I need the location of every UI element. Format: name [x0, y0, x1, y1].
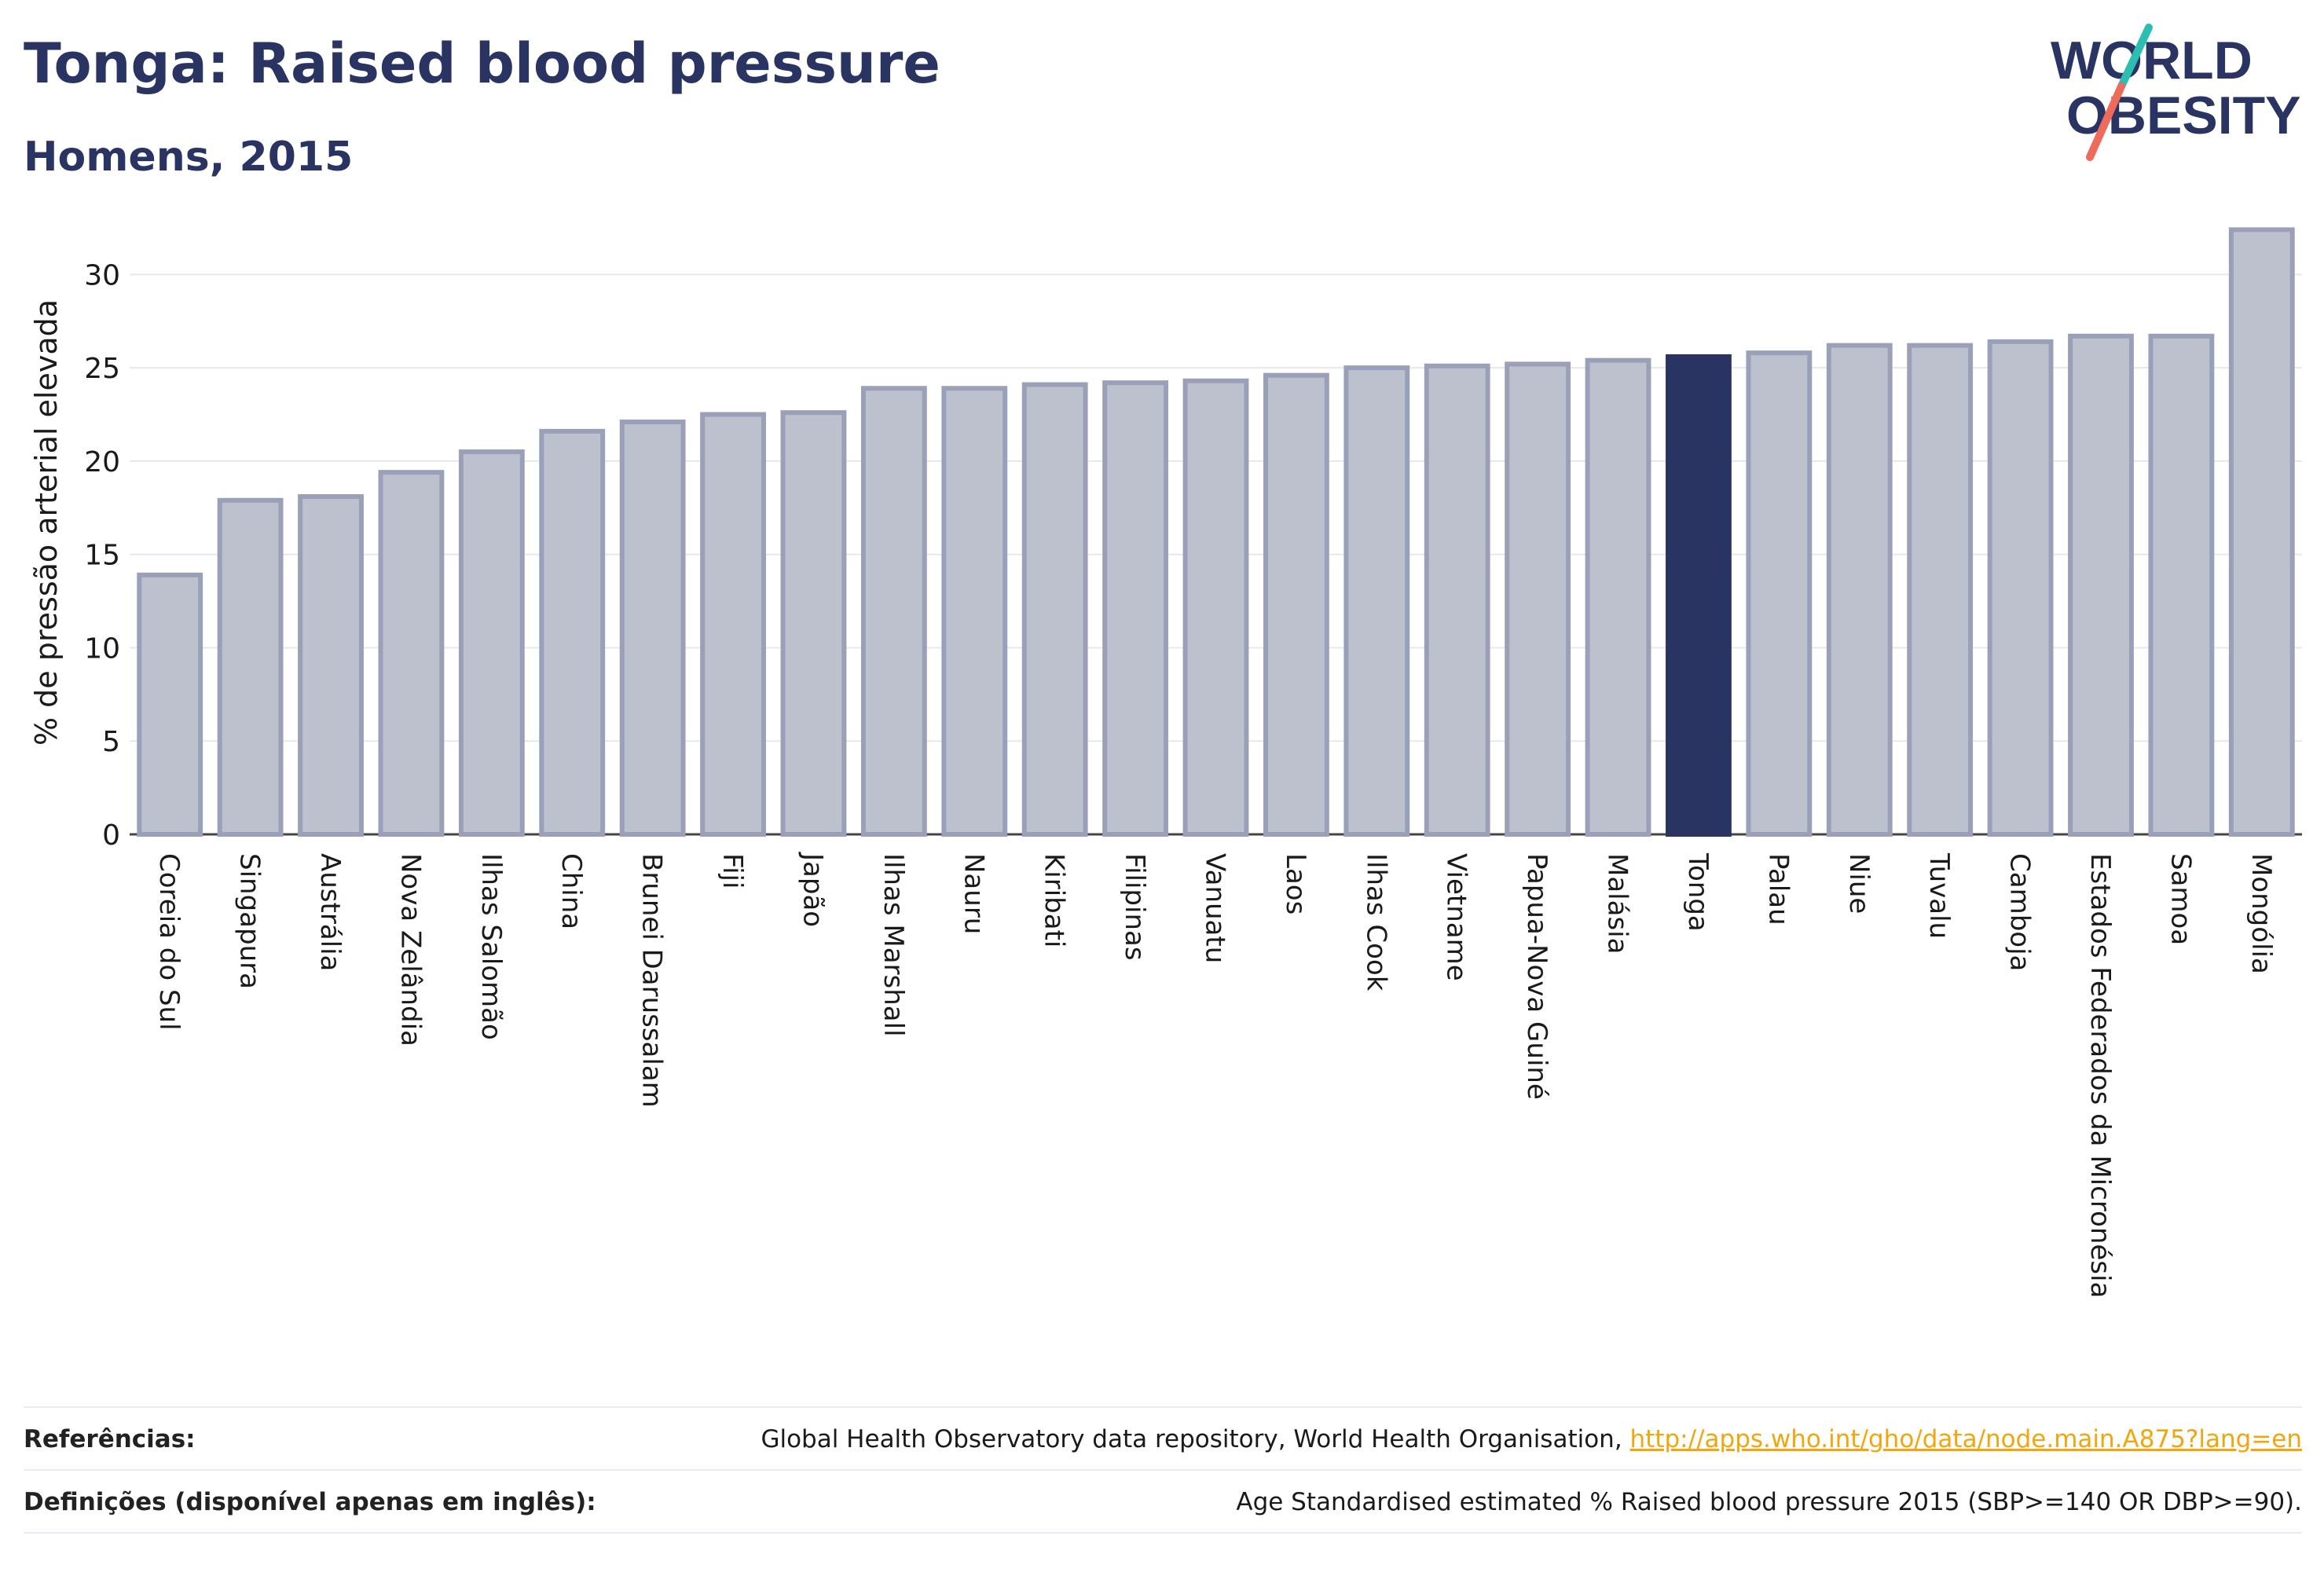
bar[interactable]	[378, 470, 445, 837]
x-tick-label: Samoa	[2165, 853, 2196, 945]
y-tick-label: 5	[102, 726, 120, 758]
x-tick-label: Brunei Darussalam	[636, 853, 668, 1108]
bar[interactable]	[941, 386, 1008, 837]
y-axis-label: % de pressão arterial elevada	[29, 299, 64, 746]
y-tick-label: 25	[84, 353, 120, 385]
x-tick-label: Camboja	[2004, 853, 2036, 971]
bar[interactable]	[780, 410, 847, 837]
logo-slash-coral	[2086, 82, 2125, 161]
x-tick-label: Singapura	[234, 853, 266, 989]
y-tick-label: 30	[84, 259, 120, 291]
definitions-label: Definições (disponível apenas em inglês)…	[24, 1488, 596, 1516]
bar[interactable]	[1182, 378, 1249, 837]
bar[interactable]	[539, 428, 606, 837]
references-row: Referências: Global Health Observatory d…	[24, 1406, 2302, 1471]
x-tick-label: Ilhas Salomão	[475, 853, 507, 1040]
bar[interactable]	[1987, 339, 2054, 837]
y-tick-labels: 0 5 10 15 20 25 30	[84, 259, 120, 852]
x-tick-label: Vanuatu	[1200, 853, 1231, 963]
x-tick-label: Tonga	[1682, 852, 1714, 932]
chart-subtitle: Homens, 2015	[24, 134, 354, 181]
bar[interactable]	[1585, 357, 1651, 837]
bar[interactable]	[458, 449, 525, 837]
x-tick-label: Palau	[1762, 853, 1794, 925]
bar[interactable]	[1102, 380, 1169, 837]
x-tick-label: Tuvalu	[1923, 852, 1955, 939]
bar[interactable]	[2148, 333, 2215, 837]
bar[interactable]	[860, 386, 927, 837]
references-value: Global Health Observatory data repositor…	[761, 1425, 2302, 1453]
bar[interactable]	[1424, 363, 1490, 837]
x-tick-label: Papua-Nova Guiné	[1521, 853, 1552, 1100]
bar[interactable]	[137, 572, 203, 837]
y-tick-label: 20	[84, 446, 120, 478]
bar-highlight[interactable]	[1666, 354, 1732, 837]
references-label: Referências:	[24, 1425, 196, 1453]
x-tick-label: Austrália	[314, 853, 346, 971]
bar[interactable]	[1907, 343, 1974, 837]
bars	[137, 227, 2295, 837]
x-tick-label: Estados Federados da Micronésia	[2084, 853, 2116, 1298]
x-tick-label: Ilhas Cook	[1360, 853, 1391, 991]
x-tick-label: Mongólia	[2245, 853, 2277, 974]
x-tick-label: Nauru	[958, 853, 989, 934]
definitions-row: Definições (disponível apenas em inglês)…	[24, 1469, 2302, 1534]
x-tick-label: China	[555, 853, 587, 929]
bar[interactable]	[1021, 382, 1088, 837]
bar[interactable]	[1263, 372, 1329, 837]
x-tick-label: Niue	[1843, 853, 1875, 914]
bar[interactable]	[1826, 343, 1893, 837]
x-tick-label: Filipinas	[1119, 853, 1150, 961]
references-link[interactable]: http://apps.who.int/gho/data/node.main.A…	[1629, 1425, 2302, 1453]
definitions-text: Age Standardised estimated % Raised bloo…	[1236, 1488, 2302, 1516]
bar[interactable]	[217, 497, 284, 837]
x-tick-label: Fiji	[717, 853, 748, 889]
x-tick-labels: Coreia do Sul Singapura Austrália Nova Zelâ…	[153, 852, 2277, 1298]
bar[interactable]	[619, 420, 686, 837]
x-tick-label: Vietname	[1441, 853, 1472, 981]
logo-slash-teal	[2117, 24, 2153, 90]
x-tick-label: Coreia do Sul	[153, 853, 185, 1031]
references-text: Global Health Observatory data repositor…	[761, 1425, 1630, 1453]
y-tick-label: 0	[102, 819, 120, 852]
logo-line-1: WORLD	[2051, 31, 2253, 90]
bar-chart: 0 5 10 15 20 25 30 Coreia do Sul Singapura Austr…	[29, 227, 2302, 1298]
x-tick-label: Laos	[1280, 853, 1311, 914]
x-tick-label: Kiribati	[1039, 853, 1070, 947]
x-tick-label: Japão	[797, 852, 828, 927]
bar[interactable]	[298, 494, 364, 837]
bar[interactable]	[1746, 350, 1813, 837]
bar[interactable]	[700, 412, 766, 837]
bar[interactable]	[2228, 227, 2295, 837]
y-tick-label: 15	[84, 540, 120, 572]
bar[interactable]	[1505, 361, 1571, 837]
bar[interactable]	[2068, 333, 2134, 837]
x-tick-label: Malásia	[1602, 853, 1633, 954]
x-tick-label: Ilhas Marshall	[878, 853, 909, 1037]
footer-divider	[24, 1532, 2302, 1534]
chart-title: Tonga: Raised blood pressure	[24, 31, 940, 96]
x-tick-label: Nova Zelândia	[394, 853, 426, 1046]
world-obesity-logo: WORLD OBESITY	[2051, 24, 2301, 161]
y-tick-label: 10	[84, 632, 120, 665]
bar[interactable]	[1343, 365, 1410, 837]
